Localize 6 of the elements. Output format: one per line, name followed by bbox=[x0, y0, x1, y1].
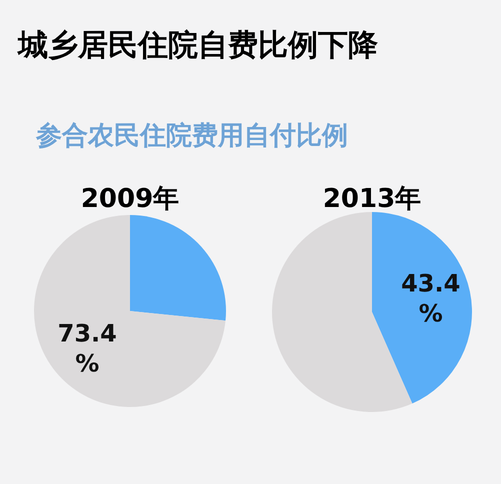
chart-title: 2009年 bbox=[80, 184, 180, 214]
chart-title: 2013年 bbox=[322, 184, 422, 214]
data-label: 43.4% bbox=[401, 270, 460, 328]
text: 参合农民住院费用自付比例 bbox=[35, 121, 348, 151]
data-label: 73.4% bbox=[58, 320, 117, 378]
text: 城乡居民住院自费比例下降 bbox=[16, 28, 378, 63]
